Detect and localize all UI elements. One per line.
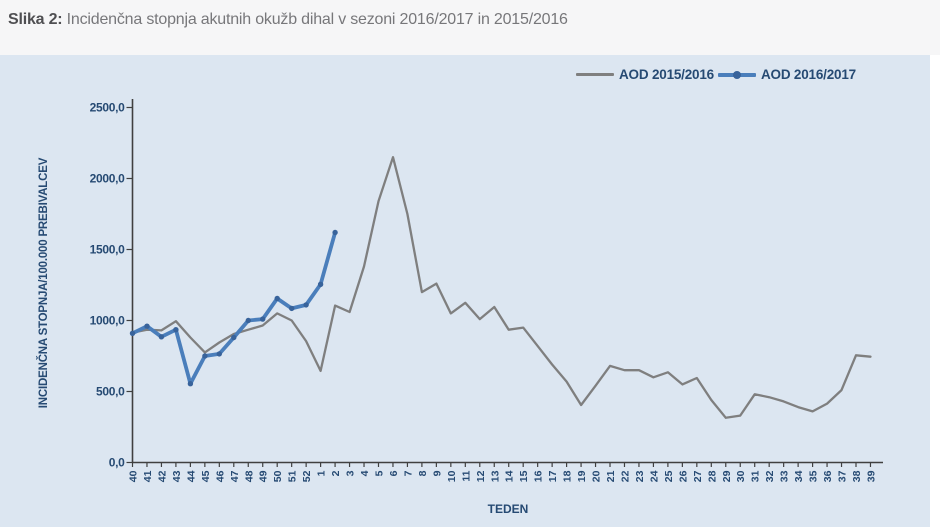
x-tick-label: 10 bbox=[446, 470, 458, 482]
x-tick-label: 13 bbox=[489, 470, 501, 482]
y-tick-label: 2500,0 bbox=[90, 101, 126, 115]
series-line-aod-2015-2016 bbox=[131, 156, 872, 419]
data-point-marker bbox=[231, 334, 237, 341]
chart-legend: AOD 2015/2016 AOD 2016/2017 bbox=[576, 67, 856, 82]
x-tick-label: 47 bbox=[229, 470, 241, 482]
x-tick-label: 12 bbox=[475, 470, 487, 482]
x-tick-label: 34 bbox=[793, 470, 805, 482]
x-tick-label: 39 bbox=[865, 470, 877, 482]
legend-item-2016-2017: AOD 2016/2017 bbox=[717, 67, 856, 82]
data-point-marker bbox=[260, 316, 266, 322]
x-tick-label: 11 bbox=[460, 470, 472, 481]
x-tick-label: 41 bbox=[142, 470, 154, 482]
chart-panel bbox=[0, 55, 930, 527]
data-point-marker bbox=[202, 353, 208, 359]
figure-title-text: Incidenčna stopnja akutnih okužb dihal v… bbox=[62, 11, 568, 28]
x-tick-label: 36 bbox=[822, 470, 834, 482]
x-tick-label: 21 bbox=[605, 470, 617, 482]
x-tick-label: 4 bbox=[359, 470, 371, 476]
figure-label: Slika 2: bbox=[8, 11, 63, 28]
x-tick-label: 23 bbox=[634, 470, 646, 482]
figure-title-bar: Slika 2: Incidenčna stopnja akutnih okuž… bbox=[0, 0, 940, 55]
data-point-marker bbox=[289, 305, 295, 312]
x-tick-label: 49 bbox=[258, 470, 270, 482]
x-tick-label: 51 bbox=[287, 470, 299, 482]
x-tick-label: 38 bbox=[851, 470, 863, 482]
x-tick-label: 48 bbox=[243, 470, 255, 482]
x-tick-label: 27 bbox=[692, 470, 704, 482]
x-tick-label: 3 bbox=[345, 470, 357, 476]
x-tick-label: 30 bbox=[735, 470, 747, 482]
data-point-marker bbox=[332, 229, 338, 236]
y-tick-label: 2000,0 bbox=[90, 172, 126, 186]
x-tick-label: 46 bbox=[214, 470, 226, 482]
legend-label-2016-2017: AOD 2016/2017 bbox=[760, 67, 856, 82]
legend-item-2015-2016: AOD 2015/2016 bbox=[576, 67, 714, 82]
x-tick-label: 42 bbox=[156, 470, 168, 482]
y-tick-label: 0,0 bbox=[109, 456, 125, 470]
data-point-marker bbox=[216, 351, 222, 357]
x-tick-label: 19 bbox=[576, 470, 588, 482]
data-point-marker bbox=[317, 281, 324, 287]
data-point-marker bbox=[274, 295, 280, 302]
x-tick-label: 20 bbox=[591, 470, 603, 482]
legend-line-sample-2015-2016 bbox=[576, 73, 614, 76]
legend-line-sample-2016-2017 bbox=[717, 70, 756, 79]
x-tick-label: 25 bbox=[663, 470, 675, 482]
legend-marker-icon bbox=[732, 70, 741, 79]
x-tick-label: 15 bbox=[518, 470, 530, 482]
y-tick-label: 500,0 bbox=[96, 385, 125, 399]
x-tick-label: 17 bbox=[547, 470, 559, 482]
x-tick-label: 26 bbox=[677, 470, 689, 482]
x-tick-label: 32 bbox=[764, 470, 776, 482]
data-point-marker bbox=[173, 327, 179, 333]
x-tick-label: 29 bbox=[721, 470, 733, 482]
x-tick-label: 40 bbox=[128, 470, 140, 482]
data-point-marker bbox=[187, 381, 194, 387]
x-tick-label: 37 bbox=[837, 470, 849, 482]
x-tick-label: 8 bbox=[417, 470, 429, 476]
x-tick-label: 22 bbox=[619, 470, 631, 482]
data-point-marker bbox=[303, 302, 309, 308]
y-tick-label: 1500,0 bbox=[90, 243, 126, 257]
x-tick-label: 7 bbox=[402, 470, 414, 476]
x-tick-label: 16 bbox=[533, 470, 545, 482]
x-tick-label: 5 bbox=[373, 470, 385, 476]
data-point-marker bbox=[158, 334, 165, 340]
figure-title: Slika 2: Incidenčna stopnja akutnih okuž… bbox=[0, 0, 940, 29]
data-point-marker bbox=[245, 317, 251, 324]
x-tick-label: 33 bbox=[779, 470, 791, 482]
x-tick-label: 44 bbox=[185, 470, 197, 482]
x-tick-label: 50 bbox=[272, 470, 284, 482]
x-tick-label: 35 bbox=[808, 470, 820, 482]
x-tick-label: 52 bbox=[301, 470, 313, 482]
x-tick-label: 6 bbox=[388, 470, 400, 476]
x-tick-label: 18 bbox=[562, 470, 574, 482]
y-tick-label: 1000,0 bbox=[90, 314, 126, 328]
series-line-aod-2016-2017 bbox=[130, 230, 338, 386]
x-tick-label: 24 bbox=[648, 470, 660, 482]
x-axis-title: TEDEN bbox=[488, 502, 529, 516]
x-tick-label: 28 bbox=[706, 470, 718, 482]
x-tick-label: 43 bbox=[171, 470, 183, 482]
x-tick-label: 1 bbox=[316, 470, 328, 476]
x-tick-label: 45 bbox=[200, 470, 212, 482]
x-tick-label: 9 bbox=[431, 470, 443, 476]
x-tick-label: 14 bbox=[504, 470, 516, 482]
x-tick-label: 31 bbox=[750, 470, 762, 482]
legend-label-2015-2016: AOD 2015/2016 bbox=[619, 67, 714, 82]
y-axis-title: INCIDENČNA STOPNJA/100.000 PREBIVALCEV bbox=[37, 157, 50, 408]
data-point-marker bbox=[144, 323, 150, 329]
data-point-marker bbox=[129, 330, 136, 336]
x-tick-label: 2 bbox=[330, 470, 342, 476]
